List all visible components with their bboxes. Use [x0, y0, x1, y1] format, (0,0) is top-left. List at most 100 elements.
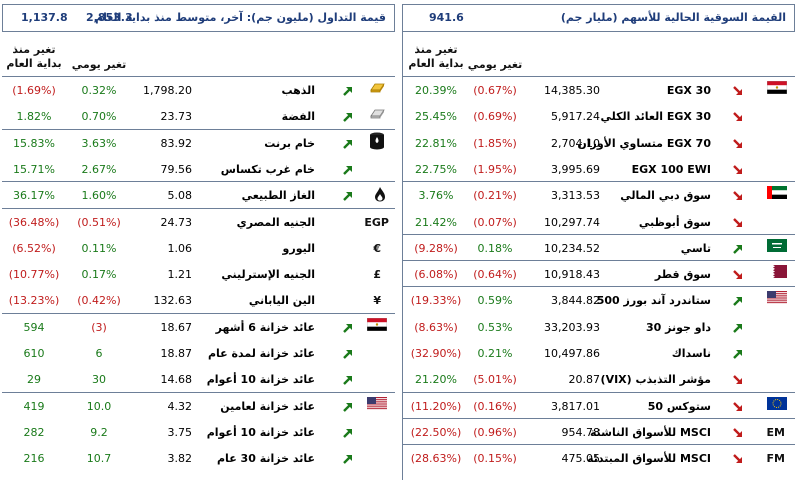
arrow-down-icon	[731, 110, 745, 124]
ytd-change: (10.77%)	[8, 268, 60, 282]
daily-change: 0.21%	[477, 347, 513, 360]
table-row: الذهب 1,798.20 0.32% (1.69%)	[2, 78, 395, 104]
group-separator	[402, 417, 795, 419]
table-row: سوق قطر 10,918.43 (0.64%) (6.08%)	[402, 262, 795, 288]
ytd-change: (6.52%)	[12, 241, 56, 255]
instrument-name: عائد خزانة 30 عام	[217, 452, 315, 466]
instrument-value: 5.08	[167, 189, 193, 203]
oil-barrel-icon	[367, 131, 387, 154]
table-row: تاسي 10,234.52 0.18% (9.28%)	[402, 236, 795, 262]
instrument-value: 14,385.30	[544, 84, 600, 97]
daily-change: (0.16%)	[473, 399, 517, 413]
arrow-up-icon	[731, 347, 745, 361]
ytd-change: (36.48%)	[8, 215, 60, 229]
table-row: EGX 100 EWI 3,995.69 (1.95%) 22.75%	[402, 157, 795, 183]
arrow-down-icon	[731, 189, 745, 203]
ytd-change: 1.82%	[16, 110, 52, 124]
group-separator	[402, 391, 795, 393]
table-row: MSCI للأسواق الناشئة 954.78 (0.96%) (22.50%…	[402, 420, 795, 446]
instrument-value: 10,234.52	[544, 241, 600, 255]
arrow-down-icon	[731, 84, 745, 98]
currency-symbol: ¥	[373, 294, 381, 308]
ytd-change: 21.20%	[415, 373, 457, 387]
instrument-name: الجنيه الإسترليني	[221, 268, 315, 282]
arrow-up-icon	[341, 84, 355, 98]
arrow-up-icon	[341, 373, 355, 387]
daily-change: (0.42%)	[77, 294, 121, 308]
arrow-up-icon	[731, 321, 745, 335]
daily-change: 10.7	[86, 452, 112, 466]
qatar-flag-icon	[767, 265, 787, 281]
table-row: اليورو 1.06 0.11% (6.52%) €	[2, 236, 395, 262]
instrument-name: داو جونز 30	[645, 320, 711, 334]
ytd-change: 594	[23, 320, 45, 334]
table-row: ستاندرد آند بورز 500 3,844.82 0.59% (19.33%…	[402, 288, 795, 314]
table-row: الجنيه الإسترليني 1.21 0.17% (10.77%) £	[2, 262, 395, 288]
instrument-value: 18.87	[160, 347, 193, 360]
ytd-change: 21.42%	[415, 215, 457, 229]
instrument-name: عائد خزانة لعامين	[220, 399, 315, 413]
instrument-name: عائد خزانة 10 أعوام	[206, 425, 315, 439]
instrument-name: الين الياباني	[248, 294, 315, 308]
table-row: MSCI للأسواق المبتدئة 475.05 (0.15%) (28.63…	[402, 446, 795, 472]
instrument-value: 954.78	[561, 425, 601, 439]
group-separator	[2, 312, 395, 314]
daily-change: (0.96%)	[473, 425, 517, 439]
table-row: عائد خزانة 10 أعوام 3.75 9.2 282	[2, 420, 395, 446]
eu-flag-icon	[767, 396, 787, 413]
daily-change: (3)	[91, 320, 107, 334]
table-row: EGX 70 متساوي الأوزان 2,704.10 (1.85%) 22.8…	[402, 131, 795, 157]
daily-change: 3.63%	[81, 136, 117, 150]
group-separator	[402, 260, 795, 262]
instrument-name: الغاز الطبيعي	[241, 189, 315, 203]
daily-change: 2.67%	[81, 162, 117, 176]
ytd-change: 22.81%	[415, 136, 457, 150]
table-row: عائد خزانة لعامين 4.32 10.0 419	[2, 394, 395, 420]
instrument-name: سوق قطر	[654, 268, 711, 282]
instrument-name: عائد خزانة لمدة عام	[207, 347, 315, 360]
table-row: EGX 30 العائد الكلي 5,917.24 (0.69%) 25.45%	[402, 104, 795, 130]
instrument-name: الذهب	[281, 84, 315, 97]
instrument-value: 33,203.93	[544, 320, 600, 334]
instrument-value: 83.92	[160, 136, 193, 150]
daily-change: 0.59%	[477, 294, 513, 308]
daily-change: 0.17%	[81, 268, 117, 282]
arrow-down-icon	[731, 163, 745, 177]
instrument-value: 18.67	[160, 320, 193, 334]
instrument-name: EGX 70 متساوي الأوزان	[577, 136, 711, 150]
egypt-flag-icon	[766, 80, 788, 97]
ytd-change: 419	[23, 399, 45, 413]
arrow-down-icon	[731, 216, 745, 230]
instrument-value: 2,704.10	[551, 136, 600, 150]
instrument-value: 23.73	[160, 110, 193, 124]
instrument-name: MSCI للأسواق الناشئة	[589, 425, 711, 439]
table-row: الين الياباني 132.63 (0.42%) (13.23%) ¥	[2, 288, 395, 314]
ytd-change-header-left: تغير منذ بداية العام	[4, 43, 64, 75]
ytd-change: 15.71%	[13, 162, 55, 176]
table-row: الفضة 23.73 0.70% 1.82%	[2, 104, 395, 130]
table-row: سوق دبي المالي 3,313.53 (0.21%) 3.76%	[402, 183, 795, 209]
group-separator	[2, 76, 395, 77]
ytd-change: (19.33%)	[410, 294, 462, 308]
daily-change: 9.2	[90, 425, 108, 439]
instrument-name: سوق أبوظبي	[638, 215, 711, 229]
arrow-up-icon	[341, 163, 355, 177]
table-row: عائد خزانة 10 أعوام 14.68 30 29	[2, 367, 395, 393]
table-row: سوق أبوظبي 10,297.74 (0.07%) 21.42%	[402, 210, 795, 236]
gold-bar-icon	[367, 81, 387, 98]
daily-change-header: تغير يومي	[467, 58, 523, 71]
arrow-down-icon	[731, 373, 745, 387]
daily-change-header-left: تغير يومي	[71, 58, 127, 71]
instrument-value: 3,817.01	[551, 399, 600, 413]
instrument-name: ستوكس 50	[647, 399, 711, 413]
ytd-change: 25.45%	[415, 110, 457, 124]
instrument-value: 3.82	[167, 452, 193, 466]
table-row: عائد خزانة 6 أشهر 18.67 (3) 594	[2, 315, 395, 341]
ytd-change: (11.20%)	[410, 399, 462, 413]
ytd-change: 29	[27, 373, 41, 387]
instrument-name: الفضة	[281, 110, 315, 124]
instrument-name: مؤشر التذبذب (VIX)	[600, 373, 711, 387]
daily-change: (0.15%)	[473, 452, 517, 466]
instrument-name: تاسي	[680, 241, 711, 255]
instrument-value: 20.87	[568, 373, 601, 387]
